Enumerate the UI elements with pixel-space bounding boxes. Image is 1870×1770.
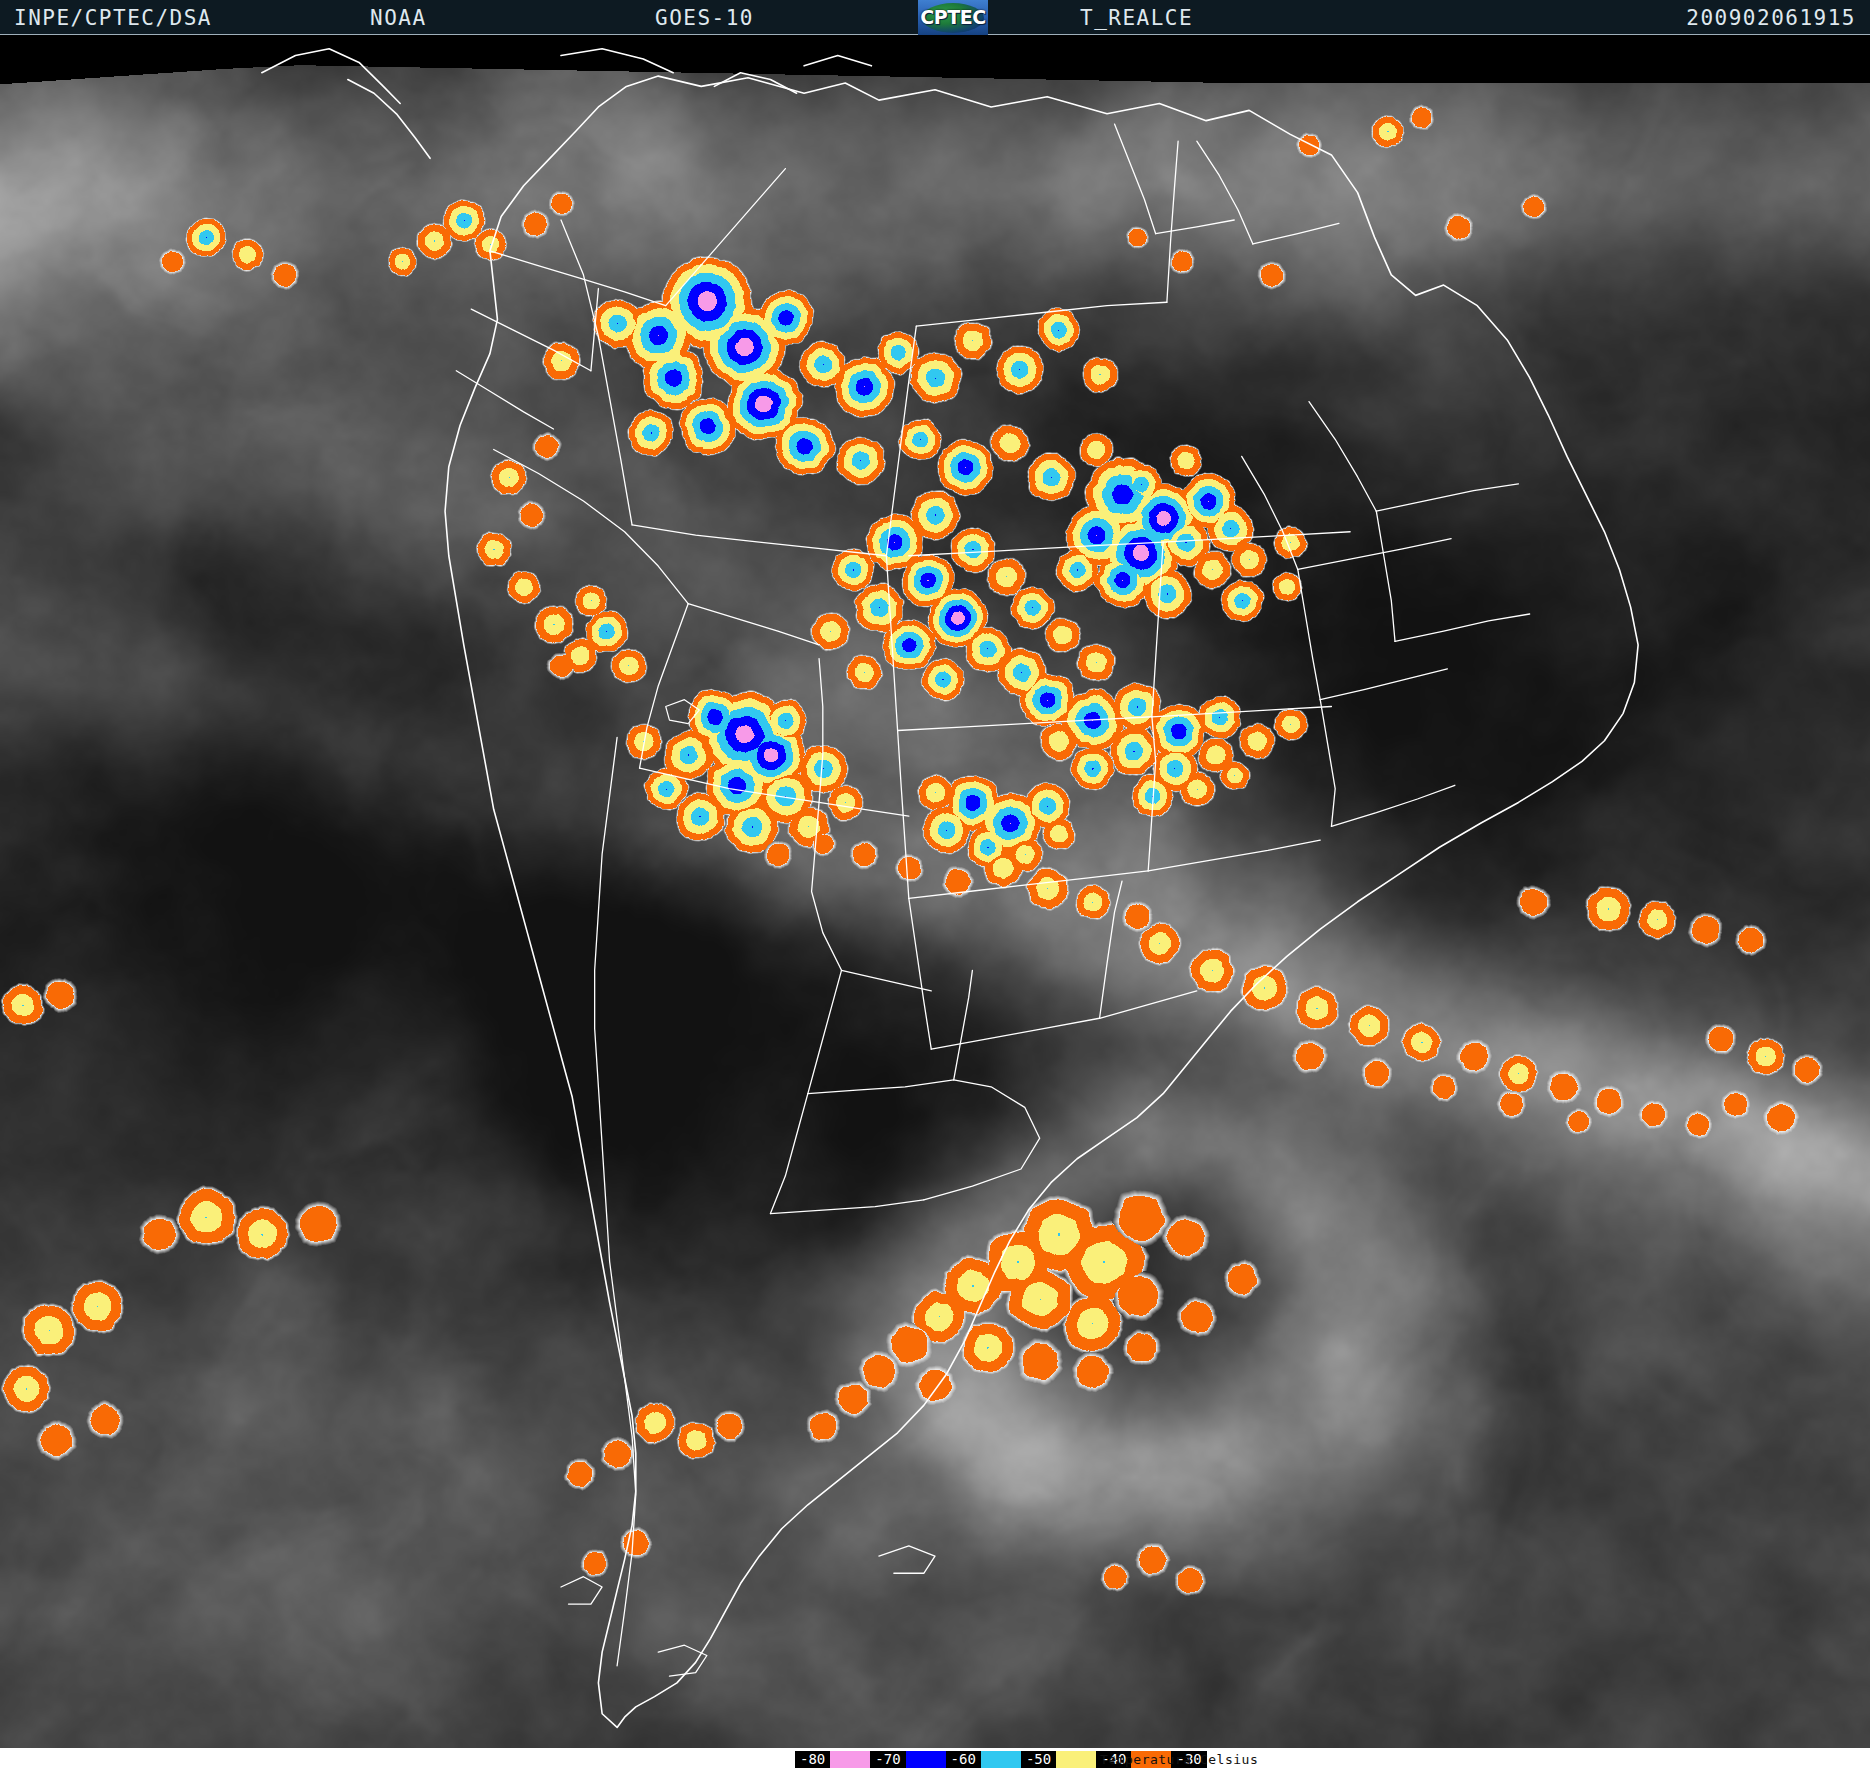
legend-label-1: -70	[870, 1751, 905, 1768]
legend-strip: -80 -70 -60 -50 -40 -30 Temperatura Cels…	[0, 1748, 1870, 1770]
legend-swatch-yellow	[1056, 1751, 1096, 1768]
header-bar: INPE/CPTEC/DSA NOAA GOES-10 T_REALCE 200…	[0, 0, 1870, 35]
header-satellite: GOES-10	[655, 6, 754, 30]
legend-swatch-pink	[830, 1751, 870, 1768]
header-timestamp: 200902061915	[1686, 6, 1856, 30]
satellite-infrared-image	[0, 35, 1870, 1748]
legend-swatch-blue	[906, 1751, 946, 1768]
header-product: T_REALCE	[1080, 6, 1193, 30]
legend-swatch-cyan	[981, 1751, 1021, 1768]
header-organization: INPE/CPTEC/DSA	[14, 6, 212, 30]
cptec-logo-text: CPTEC	[918, 6, 988, 28]
legend-label-0: -80	[795, 1751, 830, 1768]
cptec-logo-icon: CPTEC	[918, 0, 988, 36]
satellite-image-viewport	[0, 35, 1870, 1748]
legend-title: Temperatura Celsius	[1100, 1752, 1258, 1767]
legend-label-3: -50	[1021, 1751, 1056, 1768]
legend-label-2: -60	[946, 1751, 981, 1768]
satellite-image-page: INPE/CPTEC/DSA NOAA GOES-10 T_REALCE 200…	[0, 0, 1870, 1770]
header-agency: NOAA	[370, 6, 427, 30]
